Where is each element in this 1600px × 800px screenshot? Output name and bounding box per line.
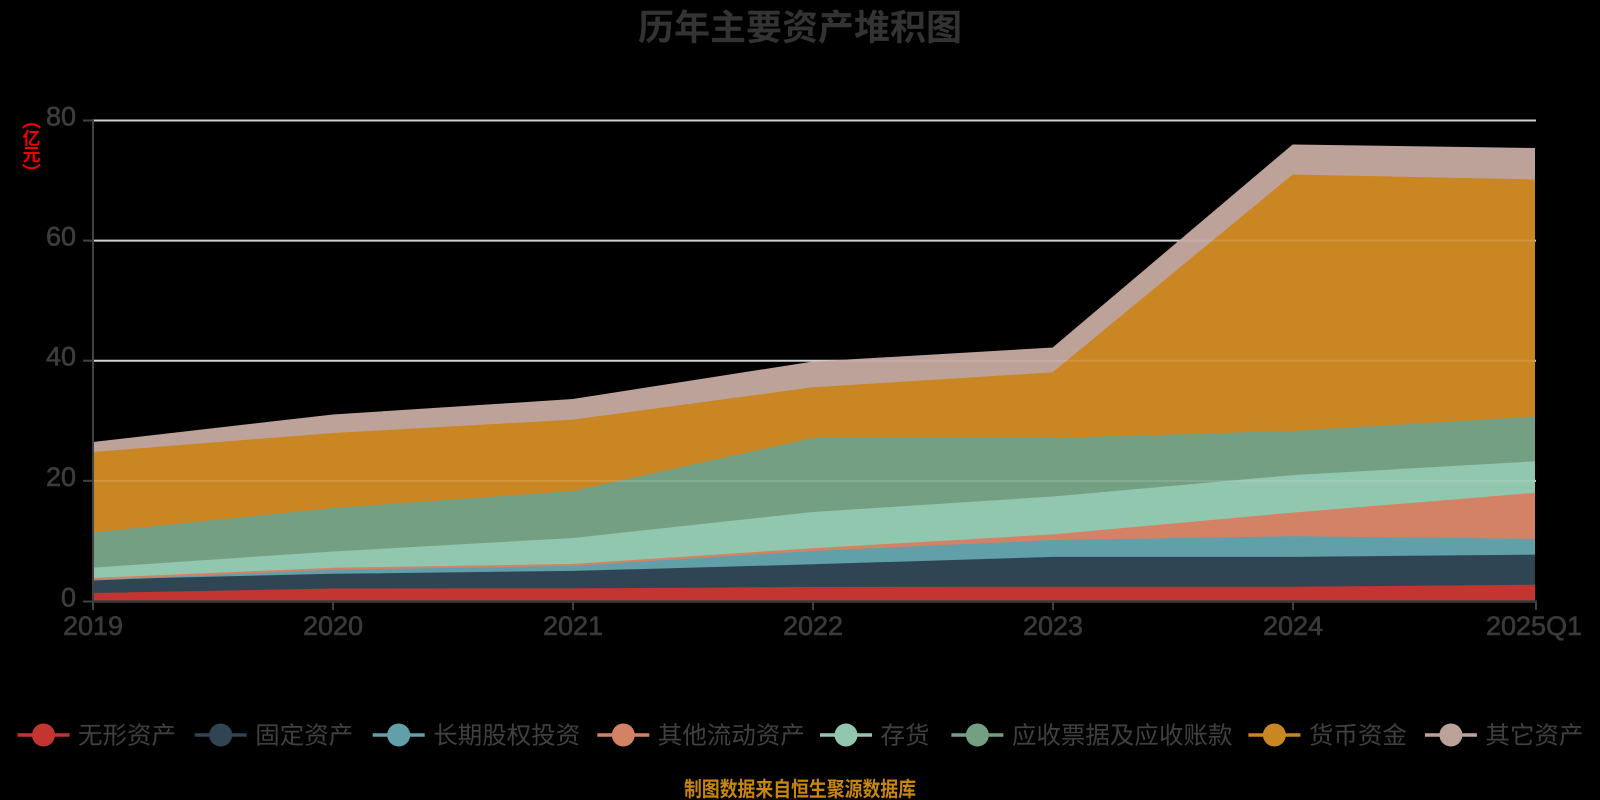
svg-text:2022: 2022 [783,611,843,641]
svg-text:2021: 2021 [543,611,603,641]
svg-text:2025Q1: 2025Q1 [1486,611,1582,641]
svg-text:0: 0 [61,583,76,613]
svg-text:80: 80 [46,102,76,132]
svg-text:2024: 2024 [1263,611,1323,641]
svg-text:60: 60 [46,222,76,252]
svg-text:20: 20 [46,462,76,492]
svg-text:2019: 2019 [63,611,123,641]
svg-text:40: 40 [46,342,76,372]
svg-text:2023: 2023 [1023,611,1083,641]
svg-text:2020: 2020 [303,611,363,641]
